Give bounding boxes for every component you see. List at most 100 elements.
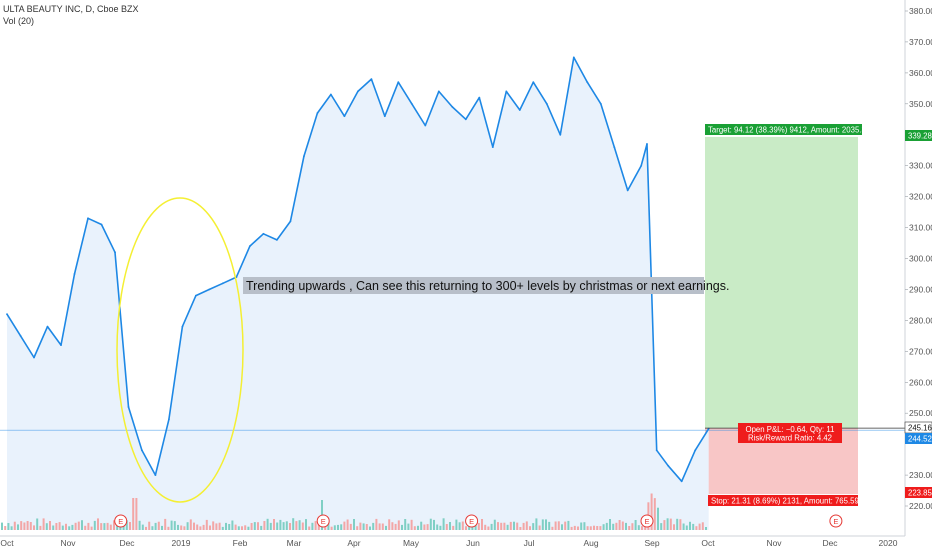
volume-bar [295,521,298,530]
volume-bar [695,526,698,530]
volume-bar [218,522,221,530]
volume-bar [529,526,531,530]
volume-bar [285,521,288,530]
volume-bar [407,523,410,530]
stop-label: Stop: 21.31 (8.69%) 2131, Amount: 765.59 [711,497,859,506]
volume-bar [279,519,282,530]
volume-bar [593,525,595,530]
volume-bar [282,522,285,530]
volume-bar [413,526,416,530]
volume-bar [685,525,688,530]
volume-bar [263,521,266,530]
volume-bar [445,524,448,530]
volume-bar [516,522,519,530]
earnings-marker-label: E [469,517,474,526]
price-point [424,124,427,127]
volume-bar [490,523,493,530]
pl-label-badge [738,423,842,443]
volume-bar [81,520,83,530]
price-point [330,93,332,96]
volume-bar [260,525,263,530]
volume-bar [154,522,157,530]
volume-bar [74,522,77,530]
volume-bar [583,522,586,530]
earnings-marker[interactable]: E [640,514,654,528]
volume-bar [308,526,311,530]
volume-bar [401,524,403,530]
volume-bar [663,520,666,530]
price-point [545,102,548,105]
volume-bar [45,523,48,530]
price-axis[interactable] [905,0,932,550]
price-point [33,356,35,359]
time-tick-label: Apr [347,538,360,548]
earnings-marker[interactable]: E [114,514,128,528]
volume-bar [177,524,179,530]
volume-bar [180,525,183,530]
price-tick-label: 370.00 [909,37,932,47]
earnings-marker-label: E [644,517,649,526]
stop-price-badge-text: 223.85 [908,489,932,498]
volume-bar [634,520,637,530]
volume-bar [340,524,343,530]
target-price-badge-text: 339.28 [908,132,932,141]
volume-bar [231,520,234,530]
volume-legend[interactable]: Vol (20) [3,16,34,26]
volume-bar [276,522,279,530]
symbol-legend[interactable]: ULTA BEAUTY INC, D, Cboe BZX [3,4,139,14]
price-point [464,118,467,121]
volume-bar [570,526,573,530]
volume-bar [551,526,554,530]
volume-bar [359,522,362,530]
volume-bar [615,522,618,530]
time-tick-label: Nov [60,538,76,548]
price-point [168,418,170,421]
earnings-marker-circle [114,514,128,528]
volume-bar [209,525,211,530]
price-tick-label: 250.00 [909,408,932,418]
volume-bar [55,523,58,530]
volume-bar [369,526,371,530]
volume-bar [87,522,90,530]
volume-bar [29,522,32,530]
target-zone[interactable] [705,136,858,429]
price-point [640,164,643,167]
volume-bar [269,522,272,530]
volume-bar [183,526,186,530]
earnings-marker[interactable]: E [316,514,330,528]
price-point [357,90,359,93]
price-series-line[interactable] [6,56,710,483]
volume-bar [253,522,256,530]
volume-bar [167,526,170,530]
earnings-marker[interactable]: E [465,514,479,528]
volume-bar [170,520,173,530]
volume-bar [4,526,7,530]
time-axis[interactable] [0,536,905,550]
volume-bar [221,526,224,530]
price-tick-label: 230.00 [909,470,932,480]
volume-bar [442,518,445,530]
volume-bar [250,523,253,530]
volume-bar [621,521,624,530]
volume-bar [535,518,538,530]
volume-bar [653,498,656,530]
volume-bar [618,520,621,530]
stop-price-badge [905,487,932,498]
price-point [276,239,278,241]
volume-bar [599,526,602,530]
volume-bar [20,521,23,530]
volume-bar [298,520,301,530]
volume-bar [557,521,560,530]
price-tick-label: 260.00 [909,377,932,387]
volume-bar [689,521,691,530]
time-axis-ticks: Oct Nov Dec 2019 Feb Mar Apr May Jun Jul Aug Sep Oct… [0,538,897,548]
price-point [451,106,454,108]
earnings-marker[interactable]: E [829,514,843,528]
annotation-ellipse[interactable] [116,197,244,503]
annotation-text[interactable]: Trending upwards , Can see this returnin… [246,279,729,293]
target-label-badge [705,124,862,135]
volume-bar [564,521,567,530]
target-label: Target: 94.12 (38.39%) 9412, Amount: 203… [708,126,870,135]
volume-bar [452,525,455,530]
